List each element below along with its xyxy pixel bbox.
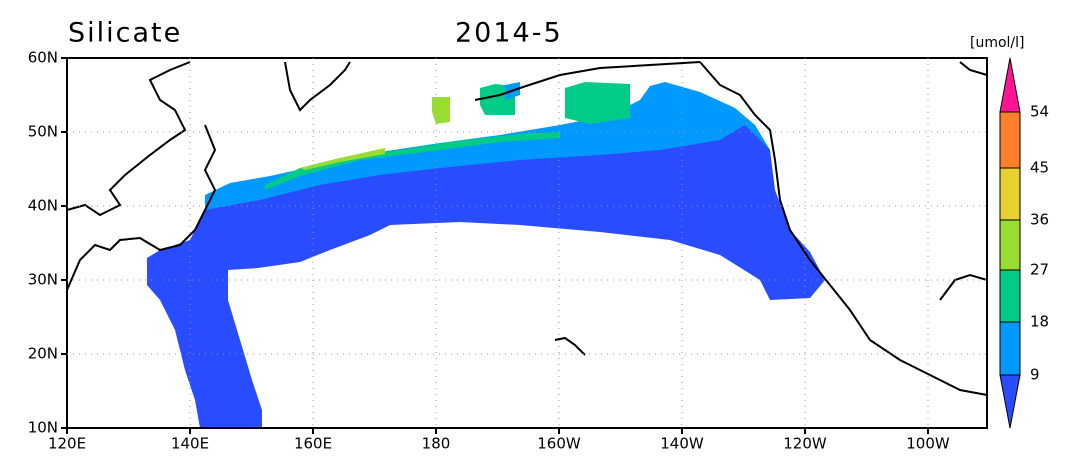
colorbar-label: 54 [1030, 103, 1049, 121]
colorbar-label: 27 [1030, 261, 1049, 279]
x-tick-label: 120E [48, 435, 86, 453]
coastline [66, 61, 988, 396]
colorbar-label: 18 [1030, 313, 1049, 331]
y-tick-label: 60N [28, 49, 58, 67]
title: Silicate [68, 18, 182, 49]
y-tick-label: 40N [28, 197, 58, 215]
colorbar [999, 57, 1021, 429]
x-tick-label: 120W [783, 435, 827, 453]
x-tick-label: 180 [422, 435, 451, 453]
date: 2014-5 [455, 18, 563, 49]
colorbar-label: 36 [1030, 211, 1049, 229]
y-tick-label: 10N [28, 419, 58, 437]
y-tick-label: 30N [28, 271, 58, 289]
y-tick-label: 50N [28, 123, 58, 141]
y-tick-label: 20N [28, 345, 58, 363]
x-tick-label: 100W [906, 435, 950, 453]
x-tick-label: 140E [171, 435, 209, 453]
field [147, 82, 825, 428]
x-tick-label: 160W [537, 435, 581, 453]
unit: [umol/l] [970, 35, 1025, 51]
map-frame [66, 57, 988, 429]
x-tick-label: 140W [660, 435, 704, 453]
colorbar-label: 45 [1030, 159, 1049, 177]
x-tick-label: 160E [294, 435, 332, 453]
colorbar-label: 9 [1030, 366, 1040, 384]
